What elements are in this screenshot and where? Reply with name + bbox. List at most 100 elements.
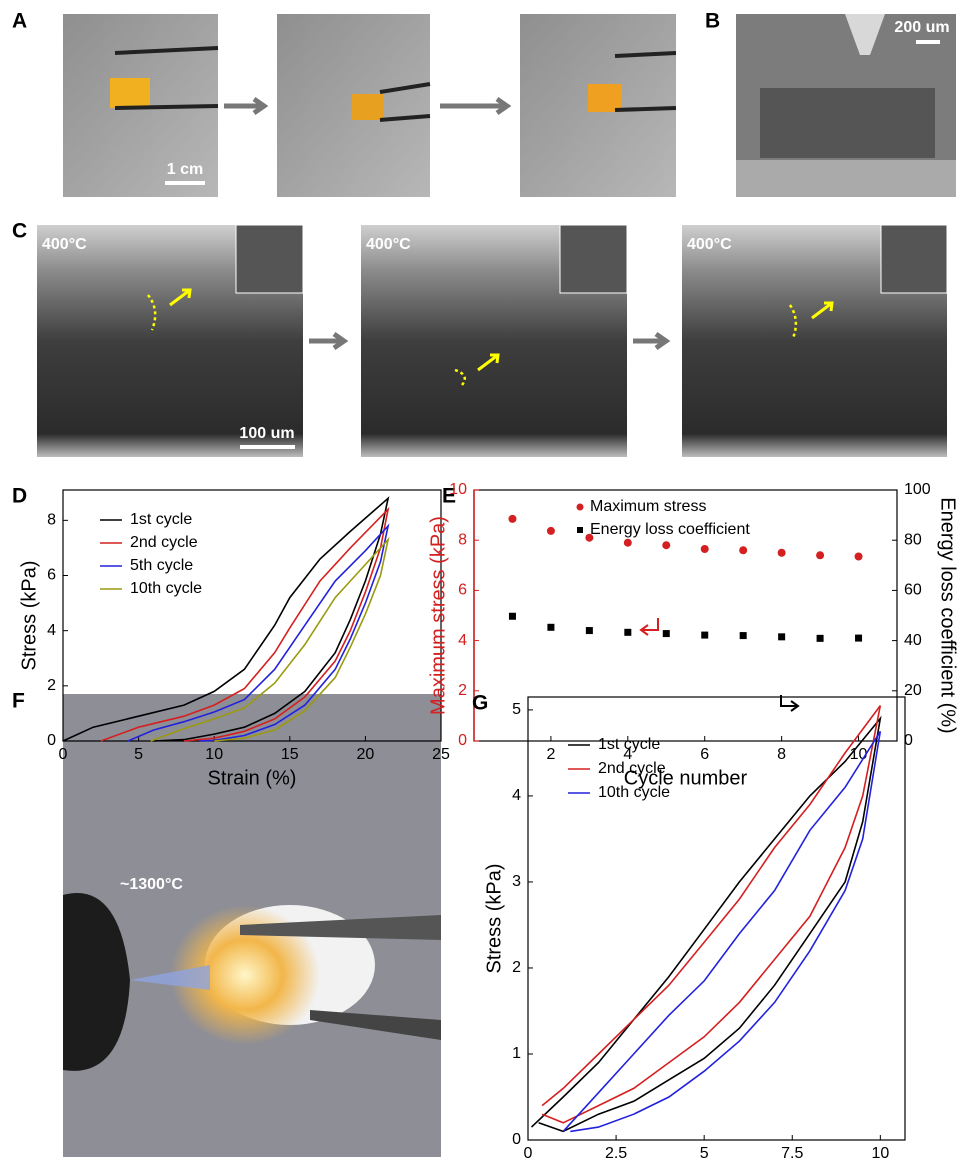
y-tick-label: 0	[47, 732, 56, 749]
y2-tick-label: 0	[904, 732, 913, 749]
scale-bar-label: 1 cm	[167, 161, 203, 178]
x-tick-label: 0	[524, 1145, 533, 1162]
panel-label: A	[12, 10, 27, 33]
temperature-label: 400°C	[366, 236, 411, 253]
x-tick-label: 5	[700, 1145, 709, 1162]
y2-axis-label: Energy loss coefficient (%)	[937, 497, 959, 733]
point	[700, 544, 709, 553]
x-tick-label: 2	[546, 746, 555, 763]
legend-label: 2nd cycle	[130, 534, 198, 551]
y2-tick-label: 20	[904, 682, 922, 699]
temperature-label: 400°C	[687, 236, 732, 253]
photo-b	[736, 14, 956, 197]
y-tick-label: 10	[449, 481, 467, 498]
axis-arrow	[780, 695, 800, 712]
cycle-curve	[562, 730, 882, 1133]
photo-f	[63, 694, 441, 1157]
point	[662, 541, 671, 550]
x-tick-label: 25	[432, 746, 450, 763]
y-tick-label: 0	[458, 732, 467, 749]
point	[739, 632, 747, 640]
photo-a	[63, 14, 677, 197]
x-tick-label: 4	[623, 746, 632, 763]
point	[777, 548, 786, 557]
y-tick-label: 2	[47, 677, 56, 694]
x-tick-label: 15	[281, 746, 299, 763]
y-tick-label: 8	[458, 531, 467, 548]
legend-label: 5th cycle	[130, 557, 193, 574]
x-tick-label: 8	[777, 746, 786, 763]
legend-label: 1st cycle	[598, 736, 660, 753]
plot-frame	[527, 696, 906, 1141]
point	[585, 627, 593, 635]
y-tick-label: 0	[512, 1131, 521, 1148]
temperature-label: 400°C	[42, 236, 87, 253]
point	[701, 631, 709, 639]
point	[778, 633, 786, 641]
x-tick-label: 7.5	[781, 1145, 803, 1162]
y-tick-label: 6	[47, 567, 56, 584]
panel-label: B	[705, 10, 720, 33]
point	[585, 533, 594, 542]
cycle-curve	[541, 705, 882, 1124]
y2-tick-label: 60	[904, 582, 922, 599]
y-tick-label: 6	[458, 582, 467, 599]
cycle-curve	[100, 506, 390, 742]
y-tick-label: 4	[47, 622, 56, 639]
cycle-curve	[530, 715, 882, 1133]
legend-label: Maximum stress	[590, 498, 706, 515]
panel-label: F	[12, 690, 25, 713]
legend-label: 2nd cycle	[598, 760, 666, 777]
y2-tick-label: 100	[904, 481, 931, 498]
x-axis-label: Cycle number	[624, 767, 748, 789]
cycle-curve	[62, 496, 390, 742]
panel-label: E	[442, 485, 456, 508]
x-tick-label: 20	[357, 746, 375, 763]
scale-bar-label: 100 um	[239, 425, 294, 442]
point	[816, 634, 824, 642]
point	[739, 546, 748, 555]
x-tick-label: 5	[134, 746, 143, 763]
plot-frame	[62, 489, 442, 742]
x-tick-label: 2.5	[605, 1145, 627, 1162]
y-tick-label: 2	[512, 959, 521, 976]
x-tick-label: 6	[700, 746, 709, 763]
cycle-curve	[127, 523, 390, 742]
temperature-label: ~1300°C	[120, 876, 183, 893]
legend-swatch	[577, 527, 583, 533]
x-tick-label: 0	[59, 746, 68, 763]
y-tick-label: 5	[512, 701, 521, 718]
legend-label: 10th cycle	[598, 784, 670, 801]
point	[662, 630, 670, 638]
y-tick-label: 1	[512, 1045, 521, 1062]
x-tick-label: 10	[871, 1145, 889, 1162]
y-axis-label: Maximum stress (kPa)	[427, 516, 449, 715]
y-tick-label: 3	[512, 873, 521, 890]
legend-label: 1st cycle	[130, 511, 192, 528]
point	[855, 634, 863, 642]
panel-label: G	[472, 692, 488, 715]
point	[508, 514, 517, 523]
y-tick-label: 4	[458, 632, 467, 649]
y-axis-label: Stress (kPa)	[483, 863, 505, 973]
y-tick-label: 2	[458, 682, 467, 699]
legend-swatch	[576, 503, 584, 511]
photo-c	[37, 224, 948, 457]
x-tick-label: 10	[205, 746, 223, 763]
point	[854, 552, 863, 561]
axis-arrow	[639, 618, 659, 636]
y2-tick-label: 40	[904, 632, 922, 649]
legend-label: 10th cycle	[130, 580, 202, 597]
panel-label: C	[12, 220, 27, 243]
point	[547, 623, 555, 631]
x-axis-label: Strain (%)	[208, 767, 297, 789]
point	[546, 526, 555, 535]
y-tick-label: 8	[47, 512, 56, 529]
y-tick-label: 4	[512, 787, 521, 804]
point	[624, 628, 632, 636]
y2-tick-label: 80	[904, 531, 922, 548]
point	[508, 612, 516, 620]
point	[816, 551, 825, 560]
